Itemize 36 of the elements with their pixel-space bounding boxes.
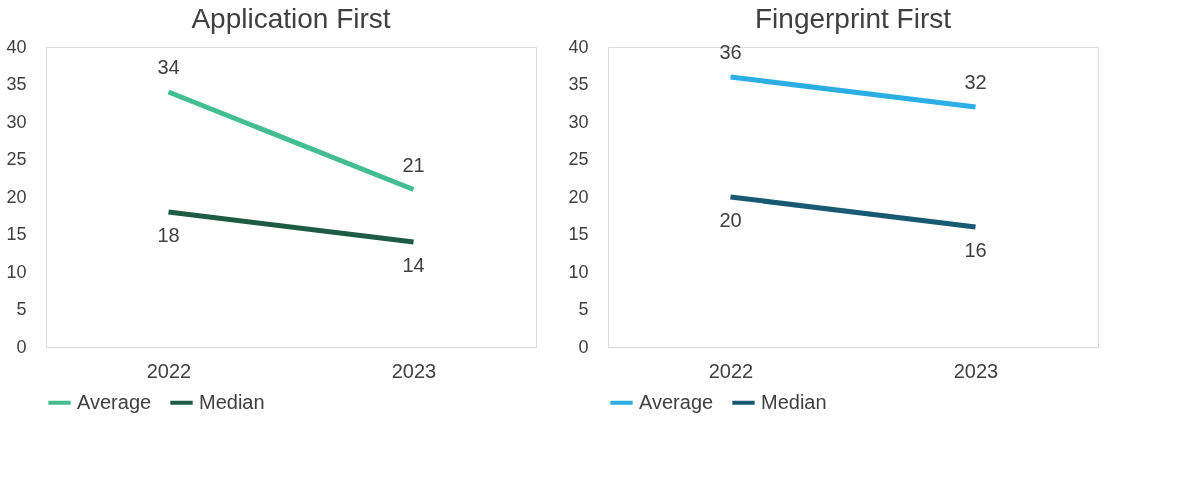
chart-title: Application First xyxy=(191,3,391,34)
y-tick-label: 30 xyxy=(6,111,27,132)
data-label: 32 xyxy=(964,71,987,93)
y-tick-label: 20 xyxy=(568,186,589,207)
y-tick-label: 15 xyxy=(568,224,589,244)
data-label: 20 xyxy=(719,209,742,231)
y-tick-label: 40 xyxy=(6,36,27,57)
chart-title: Fingerprint First xyxy=(754,3,952,34)
data-label: 36 xyxy=(719,41,742,63)
y-tick-label: 5 xyxy=(16,299,27,319)
y-tick-label: 30 xyxy=(568,111,589,132)
legend-label: Median xyxy=(761,390,827,413)
y-tick-label: 0 xyxy=(16,336,27,357)
data-label: 18 xyxy=(157,224,180,246)
data-label: 16 xyxy=(964,239,987,261)
y-tick-label: 15 xyxy=(6,224,27,244)
x-tick-label: 2022 xyxy=(708,359,754,382)
y-tick-label: 10 xyxy=(6,261,27,282)
y-tick-label: 25 xyxy=(568,149,589,169)
y-tick-label: 35 xyxy=(568,74,589,94)
x-tick-label: 2023 xyxy=(953,359,999,382)
y-tick-label: 20 xyxy=(6,186,27,207)
legend-label: Average xyxy=(77,390,152,413)
y-tick-label: 40 xyxy=(568,36,589,57)
y-tick-label: 25 xyxy=(6,149,27,169)
x-tick-label: 2023 xyxy=(391,359,437,382)
data-label: 14 xyxy=(402,254,425,276)
y-tick-label: 5 xyxy=(578,299,589,319)
y-tick-label: 10 xyxy=(568,261,589,282)
data-label: 21 xyxy=(402,153,425,176)
legend-label: Median xyxy=(199,390,265,413)
y-tick-label: 35 xyxy=(6,74,27,94)
data-label: 34 xyxy=(157,56,180,78)
legend-label: Average xyxy=(639,390,714,413)
x-tick-label: 2022 xyxy=(146,359,192,382)
y-tick-label: 0 xyxy=(578,336,589,357)
